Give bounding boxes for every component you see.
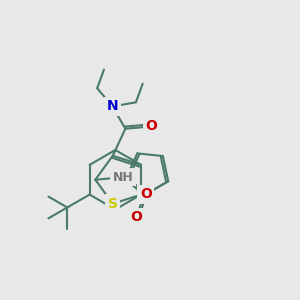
Text: O: O xyxy=(130,211,142,224)
Text: N: N xyxy=(107,99,118,113)
Text: O: O xyxy=(140,187,152,201)
Text: NH: NH xyxy=(112,171,133,184)
Text: S: S xyxy=(108,197,118,211)
Text: O: O xyxy=(145,119,157,134)
